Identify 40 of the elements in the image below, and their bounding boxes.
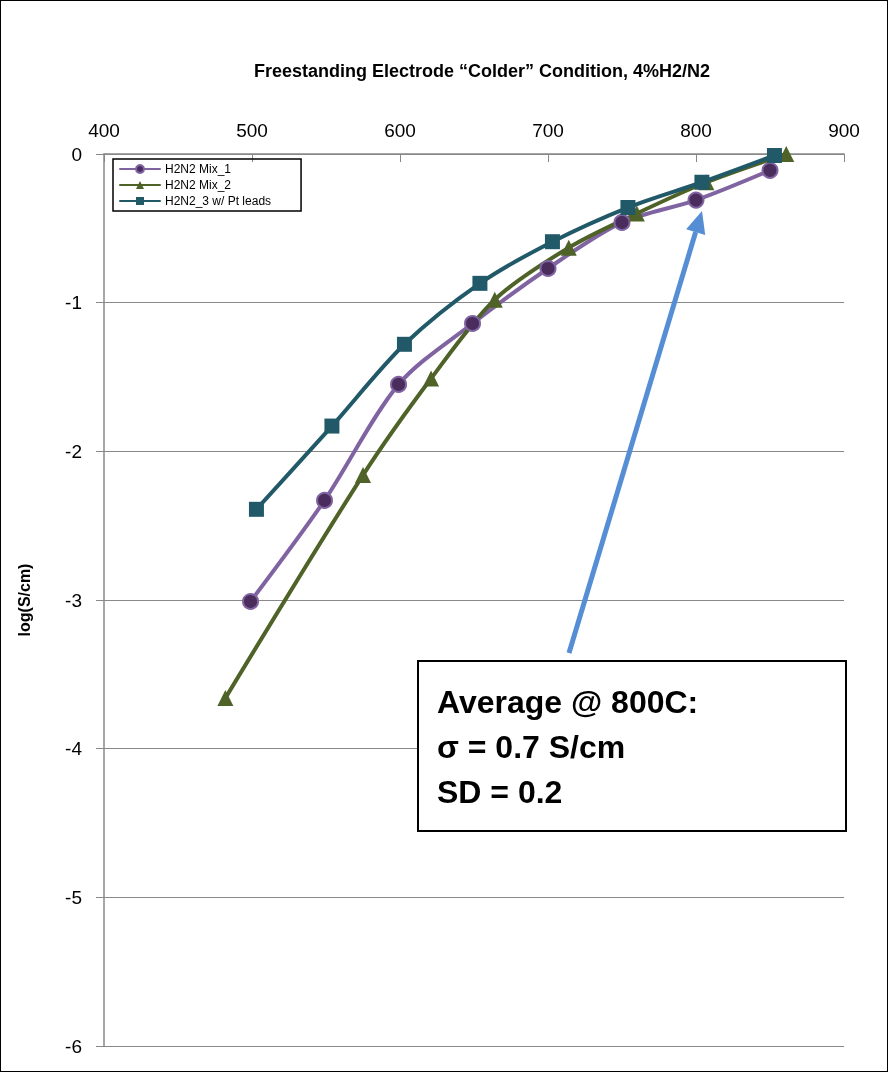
point: [539, 259, 557, 277]
point: [242, 592, 260, 610]
note-box: Average @ 800C: σ = 0.7 S/cm SD = 0.2: [417, 660, 847, 832]
point: [324, 418, 340, 434]
y-tick-label: -5: [65, 886, 82, 908]
point: [687, 191, 705, 209]
point: [390, 375, 408, 393]
point: [472, 275, 488, 291]
y-tick-label: -6: [65, 1035, 82, 1057]
x-tick-label: 900: [828, 120, 860, 141]
x-tick-label: 500: [236, 120, 268, 141]
legend-label: H2N2 Mix_1: [165, 162, 232, 176]
x-tick-label: 800: [680, 120, 712, 141]
x-tick-label: 600: [384, 120, 416, 141]
point: [355, 467, 371, 484]
point: [761, 161, 779, 179]
point: [248, 501, 264, 517]
point: [464, 314, 482, 332]
point: [486, 291, 503, 308]
legend-label: H2N2 Mix_2: [165, 178, 232, 192]
point: [316, 491, 334, 509]
y-tick-label: -3: [65, 589, 82, 611]
y-tick-label: 0: [71, 143, 82, 165]
x-tick-label: 700: [532, 120, 564, 141]
x-tick-label: 400: [88, 120, 120, 141]
point: [560, 239, 577, 256]
legend-label: H2N2_3 w/ Pt leads: [165, 194, 272, 208]
point: [544, 234, 560, 250]
point: [613, 213, 631, 231]
chart-title: Freestanding Electrode “Colder” Condition, 4%H2/N2: [253, 61, 711, 81]
point: [766, 147, 782, 163]
point: [396, 336, 412, 352]
point: [217, 690, 234, 707]
point: [694, 174, 710, 190]
point: [423, 370, 440, 387]
y-tick-label: -1: [65, 292, 82, 314]
point: [620, 200, 636, 216]
y-tick-label: -2: [65, 440, 82, 462]
y-tick-label: -4: [65, 738, 83, 760]
y-axis-title: log(S/cm): [15, 563, 33, 637]
